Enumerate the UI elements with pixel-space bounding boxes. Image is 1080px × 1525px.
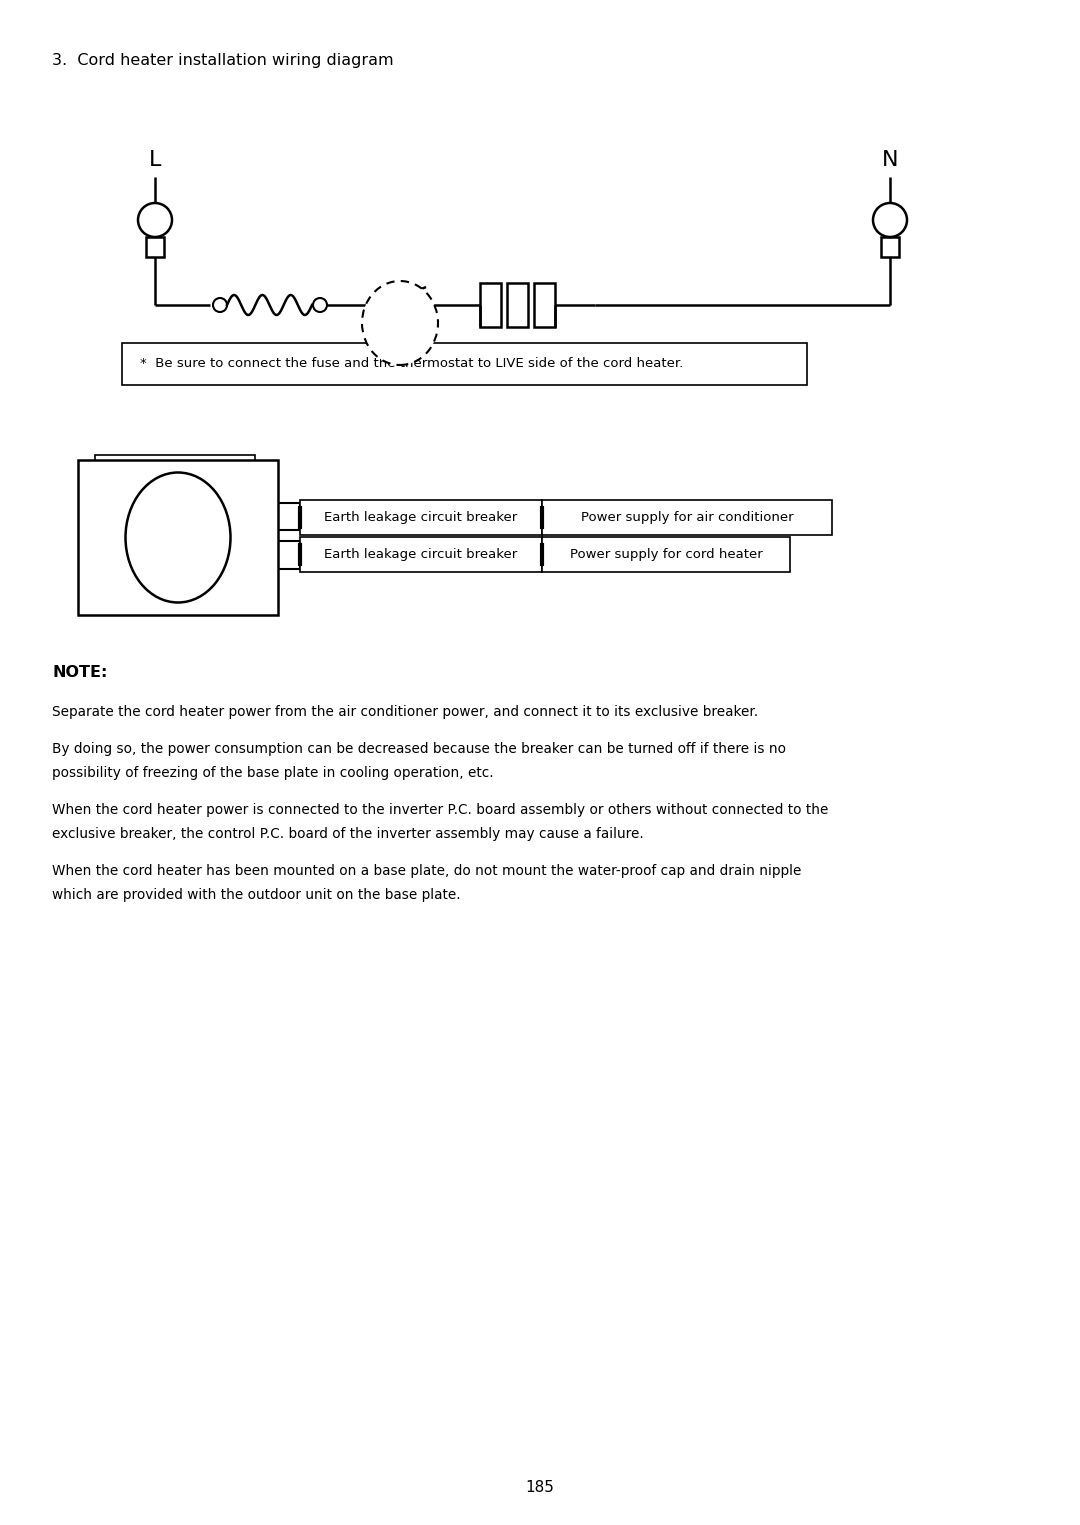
Text: Separate the cord heater power from the air conditioner power, and connect it to: Separate the cord heater power from the … — [52, 705, 758, 718]
Text: When the cord heater power is connected to the inverter P.C. board assembly or o: When the cord heater power is connected … — [52, 802, 828, 816]
Text: NOTE:: NOTE: — [52, 665, 107, 680]
Text: which are provided with the outdoor unit on the base plate.: which are provided with the outdoor unit… — [52, 888, 461, 901]
Bar — [507, 284, 528, 326]
Bar — [422, 300, 430, 310]
Text: *  Be sure to connect the fuse and the thermostat to LIVE side of the cord heate: * Be sure to connect the fuse and the th… — [140, 357, 684, 371]
Bar — [300, 500, 542, 535]
Text: Cord heater: Cord heater — [501, 355, 589, 371]
Text: Outdoor unit: Outdoor unit — [133, 465, 217, 477]
Bar — [122, 343, 807, 384]
Bar — [542, 500, 832, 535]
Text: L: L — [149, 149, 161, 169]
Bar — [300, 537, 542, 572]
Text: Power supply for cord heater: Power supply for cord heater — [569, 547, 762, 561]
Bar — [480, 284, 501, 326]
Text: Earth leakage circuit breaker: Earth leakage circuit breaker — [324, 547, 517, 561]
Text: Earth leakage circuit breaker: Earth leakage circuit breaker — [324, 511, 517, 525]
Text: By doing so, the power consumption can be decreased because the breaker can be t: By doing so, the power consumption can b… — [52, 741, 786, 755]
Circle shape — [138, 203, 172, 236]
Text: possibility of freezing of the base plate in cooling operation, etc.: possibility of freezing of the base plat… — [52, 766, 494, 779]
Bar — [95, 454, 255, 486]
Text: 185: 185 — [526, 1479, 554, 1494]
Text: Fuse: Fuse — [248, 355, 282, 371]
Bar — [78, 461, 278, 615]
Text: exclusive breaker, the control P.C. board of the inverter assembly may cause a f: exclusive breaker, the control P.C. boar… — [52, 827, 644, 840]
Bar — [370, 300, 378, 310]
Text: Thermostat: Thermostat — [360, 355, 444, 371]
Circle shape — [873, 203, 907, 236]
Text: N: N — [881, 149, 899, 169]
Ellipse shape — [125, 473, 230, 602]
Text: 3.  Cord heater installation wiring diagram: 3. Cord heater installation wiring diagr… — [52, 53, 393, 69]
Ellipse shape — [362, 281, 438, 364]
Text: Power supply for air conditioner: Power supply for air conditioner — [581, 511, 794, 525]
Circle shape — [313, 297, 327, 313]
Bar — [534, 284, 555, 326]
Text: When the cord heater has been mounted on a base plate, do not mount the water-pr: When the cord heater has been mounted on… — [52, 863, 801, 877]
Bar — [542, 537, 789, 572]
Circle shape — [213, 297, 227, 313]
Bar — [881, 236, 899, 258]
Bar — [146, 236, 164, 258]
